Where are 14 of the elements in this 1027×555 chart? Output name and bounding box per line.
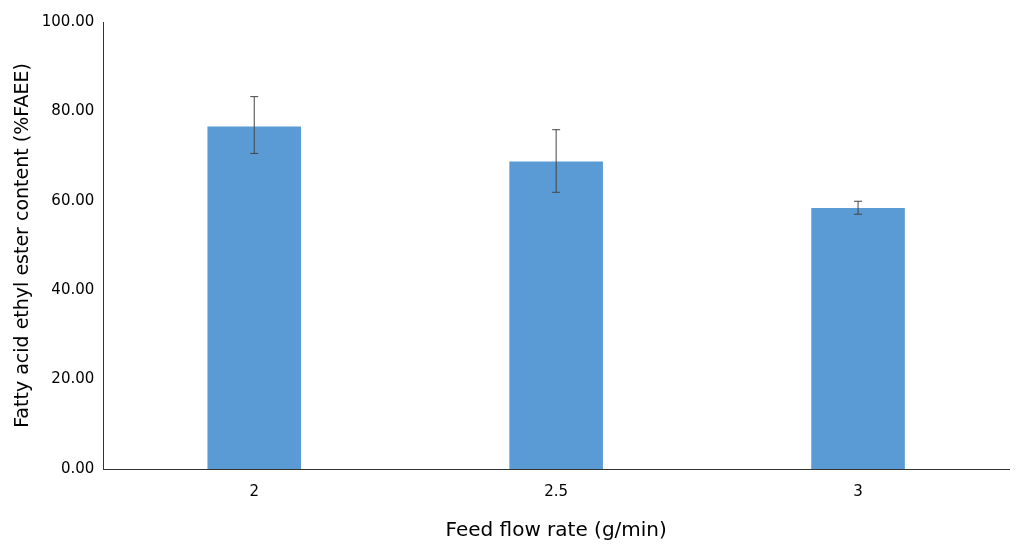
y-tick-label: 20.00 xyxy=(51,369,95,388)
x-tick-label: 2.5 xyxy=(544,481,569,500)
y-tick-label: 0.00 xyxy=(60,458,95,477)
y-tick-label: 40.00 xyxy=(51,280,95,299)
y-tick-label: 100.00 xyxy=(41,11,95,30)
bar xyxy=(207,126,302,469)
x-tick-label: 3 xyxy=(853,481,863,500)
x-tick-label: 2 xyxy=(249,481,260,500)
bar xyxy=(509,161,603,469)
bar xyxy=(811,207,905,469)
y-tick-label: 80.00 xyxy=(51,101,95,120)
x-axis-title: Feed flow rate (g/min) xyxy=(445,517,667,542)
y-axis-title: Fatty acid ethyl ester content (%FAEE) xyxy=(10,63,33,428)
y-tick-label: 60.00 xyxy=(51,190,95,209)
